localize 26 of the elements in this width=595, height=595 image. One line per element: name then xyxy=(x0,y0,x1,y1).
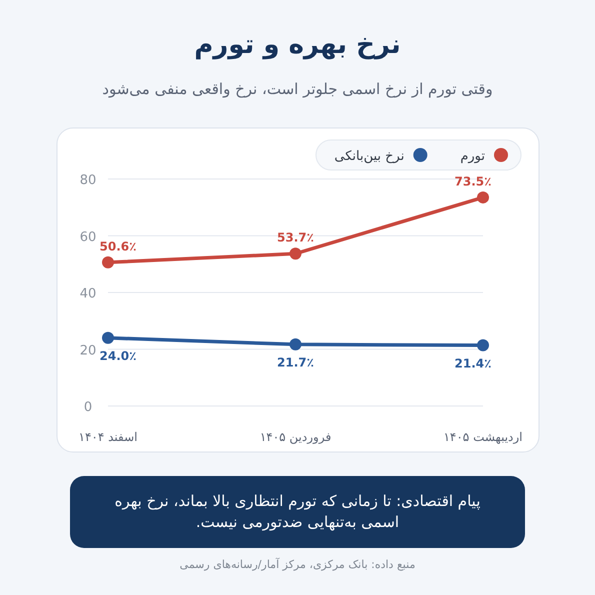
chart-title: نرخ بهره و تورم xyxy=(193,30,402,60)
point xyxy=(290,338,302,350)
y-tick-label: 80 xyxy=(80,173,96,188)
data-label: 21.7٪ xyxy=(277,355,314,370)
x-tick-label: فروردین ۱۴۰۵ xyxy=(260,430,332,444)
x-tick-label: اسفند ۱۴۰۴ xyxy=(78,430,138,444)
data-label: 50.6٪ xyxy=(100,239,136,254)
point xyxy=(102,256,114,268)
legend-label: نرخ بین‌بانکی xyxy=(334,149,404,164)
point xyxy=(102,332,114,344)
text: پیام اقتصادی: تا زمانی که تورم انتظاری بالا بماند، نرخ بهره اسمی به‌تنهایی ضدتورمی نیست. xyxy=(114,491,482,533)
data-label: 21.4٪ xyxy=(454,356,492,370)
data-label: 73.5٪ xyxy=(454,174,492,188)
y-tick-label: 0 xyxy=(84,400,92,415)
y-tick-label: 20 xyxy=(80,343,96,358)
legend-label: تورم xyxy=(460,149,486,164)
data-label: 53.7٪ xyxy=(277,230,314,245)
point xyxy=(477,191,489,204)
y-tick-label: 40 xyxy=(80,286,96,302)
point xyxy=(290,248,302,260)
x-tick-label: اردیبهشت ۱۴۰۵ xyxy=(443,430,523,444)
point xyxy=(477,339,489,352)
text: منبع داده: بانک مرکزی، مرکز آمار/رسانه‌های رسمی xyxy=(178,558,416,571)
chart-subtitle: وقتی تورم از نرخ اسمی جلوتر است، نرخ واقعی منفی می‌شود xyxy=(101,80,494,98)
y-tick-label: 60 xyxy=(80,230,96,245)
data-label: 24.0٪ xyxy=(100,348,136,363)
